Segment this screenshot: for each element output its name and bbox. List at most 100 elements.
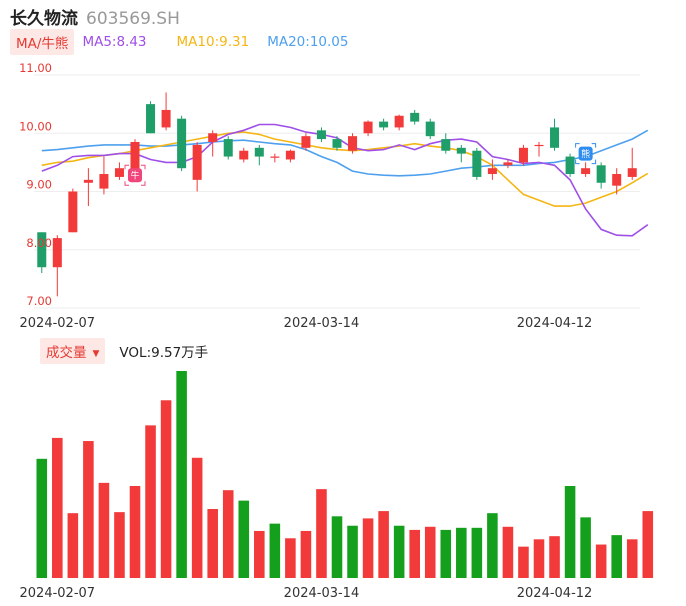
candle-body (425, 121, 435, 137)
volume-bar (518, 546, 529, 578)
volume-bar (347, 525, 358, 578)
candle (363, 120, 373, 137)
candle-body (285, 150, 295, 160)
candle-body (394, 115, 404, 128)
volume-date-label: 2024-03-14 (284, 586, 360, 601)
volume-bar (611, 535, 622, 578)
volume-bar (114, 512, 125, 578)
marker-badge (578, 146, 593, 161)
bull-marker-icon[interactable]: 牛 (124, 164, 146, 186)
volume-bar (533, 539, 545, 578)
candle-body (316, 130, 326, 140)
ma20-value: MA20:10.05 (267, 34, 349, 50)
volume-bar (254, 530, 265, 578)
volume-bar (191, 457, 203, 578)
candle-body (270, 156, 280, 158)
candle-body (332, 139, 342, 148)
candle (192, 141, 202, 192)
candle (239, 147, 249, 163)
candle (487, 159, 497, 180)
candle-body (487, 168, 497, 175)
volume-bar (362, 518, 374, 578)
volume-bar (487, 513, 498, 578)
volume-bar (378, 511, 389, 578)
candle (99, 156, 109, 195)
volume-indicator-bar: 成交量 ▼ VOL:9.57万手 (40, 338, 209, 364)
price-date-label: 2024-03-14 (284, 316, 360, 331)
candle-body (177, 118, 187, 169)
candle-body (208, 133, 218, 142)
volume-bar (471, 527, 483, 578)
candle-body (99, 174, 109, 189)
candle-body (456, 147, 466, 154)
candle-body (627, 168, 637, 177)
price-tick-label: 9.00 (26, 178, 52, 192)
candle (441, 133, 451, 154)
volume-indicator-label: 成交量 (46, 345, 87, 361)
volume-bar (222, 490, 234, 578)
candlesticks (37, 92, 637, 297)
volume-date-label: 2024-02-07 (20, 586, 96, 601)
volume-bar (52, 437, 63, 578)
volume-bar (129, 486, 141, 578)
candle (394, 114, 404, 131)
volume-bars (36, 371, 654, 578)
volume-value: VOL:9.57万手 (119, 345, 209, 361)
ma10-line (41, 131, 649, 207)
candle (270, 153, 280, 163)
candle-body (146, 104, 156, 134)
volume-indicator-selector[interactable]: 成交量 ▼ (40, 338, 106, 364)
volume-bar (300, 530, 312, 578)
volume-bar (160, 400, 172, 578)
candle (456, 144, 466, 163)
candle (83, 168, 93, 207)
price-tick-label: 11.00 (19, 61, 52, 75)
ma5-value: MA5:8.43 (82, 34, 147, 50)
volume-bar (98, 482, 110, 578)
ma-indicator-bar: MA/牛熊 MA5:8.43 MA10:9.31 MA20:10.05 (10, 29, 349, 55)
volume-date-label: 2024-04-12 (517, 586, 593, 601)
candle (596, 162, 606, 189)
candle (627, 147, 637, 180)
marker-corners (575, 143, 597, 165)
volume-bar (456, 527, 467, 578)
candle-body (410, 112, 420, 122)
candle-body (441, 139, 451, 151)
candle (550, 118, 560, 151)
stock-header: 长久物流 603569.SH (10, 4, 180, 29)
candle (208, 130, 218, 157)
candle (503, 159, 513, 169)
volume-bar (176, 371, 187, 578)
ma-indicator-selector[interactable]: MA/牛熊 (10, 29, 75, 55)
volume-date-axis: 2024-02-07 2024-03-14 2024-04-12 (20, 586, 593, 601)
candle (565, 153, 575, 177)
candle (254, 144, 264, 166)
candle (161, 92, 171, 131)
candle (285, 149, 295, 163)
volume-bar (626, 539, 638, 578)
volume-bar (502, 526, 514, 578)
volume-bar (424, 526, 436, 578)
candle-body (239, 150, 249, 160)
volume-bar (580, 517, 591, 578)
candle (581, 162, 591, 177)
candle-body (565, 156, 575, 175)
bear-marker-icon[interactable]: 熊 (575, 143, 597, 165)
volume-bar (642, 511, 654, 578)
volume-bar (549, 536, 560, 578)
ma5-line (41, 123, 649, 237)
candle (52, 235, 62, 297)
bull-bear-markers: 牛熊 (124, 143, 597, 186)
marker-label: 熊 (581, 148, 590, 160)
candle (410, 109, 420, 125)
price-date-label: 2024-04-12 (517, 316, 593, 331)
volume-bar (409, 529, 420, 578)
candle-body (192, 144, 202, 180)
price-tick-label: 7.00 (26, 294, 52, 308)
candle-body (518, 147, 528, 163)
volume-bar (269, 523, 281, 578)
candle-body (363, 121, 373, 134)
candle-body (581, 168, 591, 175)
candle-body (534, 144, 544, 147)
